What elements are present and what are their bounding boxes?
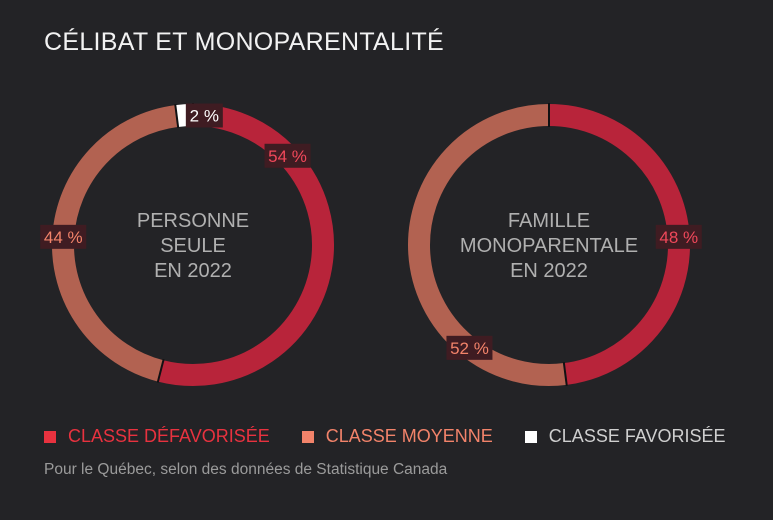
legend-swatch-favorisee xyxy=(524,430,537,443)
center-label-line: MONOPARENTALE xyxy=(460,235,638,257)
page-title: CÉLIBAT ET MONOPARENTALITÉ xyxy=(44,28,445,56)
slice-classe-moyenne xyxy=(408,104,567,386)
slice-separator xyxy=(174,103,180,129)
value-label-classe-defavorisee: 48 % xyxy=(659,228,698,247)
value-label-classe-moyenne: 52 % xyxy=(450,339,489,358)
center-label-line: SEULE xyxy=(160,235,226,257)
value-label-box xyxy=(185,103,223,128)
legend: CLASSE DÉFAVORISÉE CLASSE MOYENNE CLASSE… xyxy=(44,426,726,447)
donut-chart-2: 48 % 52 % FAMILLE MONOPARENTALE EN 2022 xyxy=(408,103,702,387)
value-label-classe-moyenne: 44 % xyxy=(44,228,83,247)
source-note: Pour le Québec, selon des données de Sta… xyxy=(44,461,448,478)
legend-label-defavorisee: CLASSE DÉFAVORISÉE xyxy=(68,426,270,446)
center-label-line: FAMILLE xyxy=(508,210,590,232)
donut-chart-1: 54 % 44 % 2 % PERSONNE SEULE EN 2022 xyxy=(40,103,334,386)
legend-swatch-moyenne xyxy=(301,430,314,443)
slice-classe-defavorisee xyxy=(157,104,334,386)
value-label-box xyxy=(446,335,493,360)
center-label-line: EN 2022 xyxy=(510,260,588,282)
slice-separator xyxy=(156,359,165,383)
value-label-box xyxy=(40,224,87,249)
legend-label-favorisee: CLASSE FAVORISÉE xyxy=(548,426,726,446)
slice-separator xyxy=(562,361,568,387)
value-label-classe-defavorisee: 54 % xyxy=(268,147,307,166)
legend-label-moyenne: CLASSE MOYENNE xyxy=(325,426,493,446)
value-label-box xyxy=(655,224,702,249)
legend-item-favorisee: CLASSE FAVORISÉE xyxy=(524,426,726,447)
center-label-line: EN 2022 xyxy=(154,260,232,282)
center-label-line: PERSONNE xyxy=(137,210,249,232)
value-label-box xyxy=(264,143,311,168)
value-label-classe-favorisee: 2 % xyxy=(190,106,219,125)
legend-item-moyenne: CLASSE MOYENNE xyxy=(301,426,493,447)
legend-swatch-defavorisee xyxy=(44,430,56,443)
legend-item-defavorisee: CLASSE DÉFAVORISÉE xyxy=(44,426,270,447)
